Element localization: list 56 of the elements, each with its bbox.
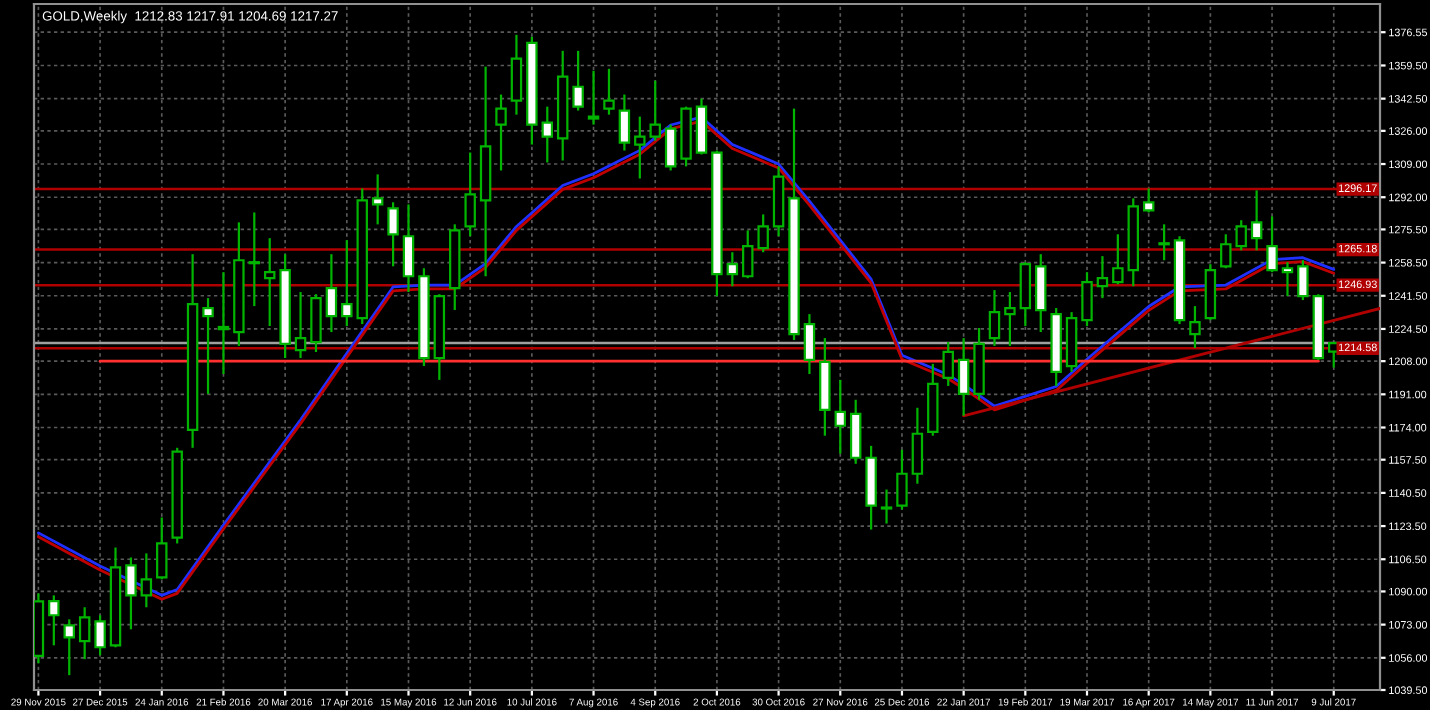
candlestick xyxy=(1019,261,1032,328)
candlestick xyxy=(248,211,261,308)
candlestick xyxy=(695,97,708,156)
candlestick xyxy=(371,173,384,226)
candlestick xyxy=(1142,187,1155,214)
candlestick xyxy=(464,151,476,238)
candlestick xyxy=(294,290,307,360)
candlestick xyxy=(48,594,60,647)
candlestick xyxy=(156,516,168,581)
candlestick xyxy=(849,398,862,465)
candlestick xyxy=(495,93,507,172)
candlestick xyxy=(880,488,893,525)
candlestick xyxy=(664,123,677,172)
candlestick xyxy=(1081,271,1093,328)
candlestick xyxy=(1297,259,1309,302)
candlestick xyxy=(618,93,631,152)
candlestick xyxy=(1112,233,1124,286)
candlestick xyxy=(1266,215,1278,274)
candlestick xyxy=(1035,253,1047,334)
candlestick xyxy=(603,67,615,116)
candlestick xyxy=(341,239,353,328)
candlestick xyxy=(1158,223,1170,262)
candlestick xyxy=(541,105,554,164)
candlestick xyxy=(757,213,769,254)
candlestick xyxy=(63,618,75,677)
candlestick xyxy=(140,552,153,609)
candlestick xyxy=(572,49,584,112)
candlestick xyxy=(510,33,523,116)
candlestick xyxy=(94,614,106,657)
candlestick xyxy=(942,340,954,388)
candlestick xyxy=(896,448,908,511)
candlestick xyxy=(726,251,739,288)
candlestick xyxy=(125,556,137,631)
candlestick xyxy=(325,253,338,334)
candlestick xyxy=(310,293,322,354)
candlestick xyxy=(1189,305,1201,349)
candlestick xyxy=(263,237,276,328)
candlestick xyxy=(402,203,415,294)
candlestick xyxy=(803,313,816,376)
candlestick xyxy=(1281,261,1294,298)
candlestick xyxy=(217,271,230,376)
candlestick xyxy=(202,297,214,396)
candlestick xyxy=(587,69,600,126)
candlestick xyxy=(387,201,399,268)
candlestick xyxy=(1096,255,1109,300)
candlestick xyxy=(78,606,91,661)
candlestick xyxy=(1204,263,1217,322)
candlestick xyxy=(957,337,970,417)
candlestick xyxy=(1250,189,1263,252)
candlestick xyxy=(988,289,1001,348)
candlestick xyxy=(742,229,754,280)
candlestick xyxy=(927,362,939,437)
candlestick xyxy=(1004,290,1016,348)
candlestick xyxy=(911,406,924,485)
candlestick xyxy=(865,444,877,531)
candlestick xyxy=(834,378,847,455)
